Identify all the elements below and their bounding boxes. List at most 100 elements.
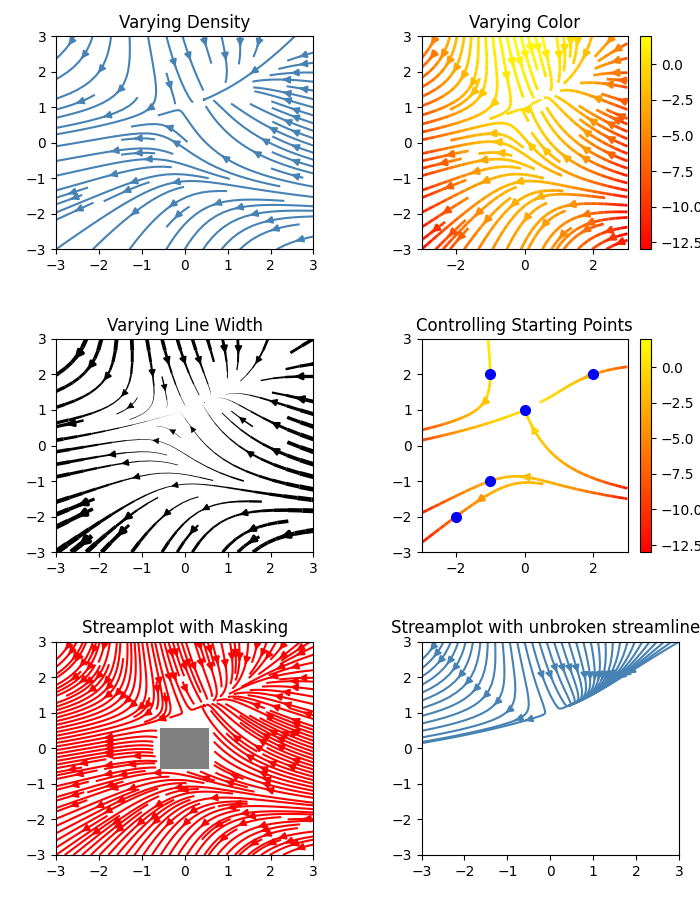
FancyArrowPatch shape xyxy=(509,58,514,67)
FancyArrowPatch shape xyxy=(524,213,531,221)
FancyArrowPatch shape xyxy=(432,225,440,232)
FancyArrowPatch shape xyxy=(185,659,190,666)
FancyArrowPatch shape xyxy=(80,660,87,666)
FancyArrowPatch shape xyxy=(257,39,262,46)
FancyArrowPatch shape xyxy=(207,662,213,670)
FancyArrowPatch shape xyxy=(198,660,203,666)
FancyArrowPatch shape xyxy=(542,147,550,155)
FancyArrowPatch shape xyxy=(66,642,72,649)
FancyArrowPatch shape xyxy=(190,526,197,534)
FancyArrowPatch shape xyxy=(272,448,279,454)
FancyArrowPatch shape xyxy=(171,673,176,680)
FancyArrowPatch shape xyxy=(582,130,591,136)
FancyArrowPatch shape xyxy=(262,826,269,832)
FancyArrowPatch shape xyxy=(115,822,122,827)
FancyArrowPatch shape xyxy=(256,745,262,751)
FancyArrowPatch shape xyxy=(461,71,468,79)
FancyArrowPatch shape xyxy=(220,834,228,841)
FancyArrowPatch shape xyxy=(629,667,636,673)
FancyArrowPatch shape xyxy=(491,99,498,106)
FancyArrowPatch shape xyxy=(105,691,112,698)
FancyArrowPatch shape xyxy=(280,642,286,649)
FancyArrowPatch shape xyxy=(221,346,227,354)
FancyArrowPatch shape xyxy=(109,451,116,457)
FancyArrowPatch shape xyxy=(169,429,176,435)
FancyArrowPatch shape xyxy=(531,426,538,434)
FancyArrowPatch shape xyxy=(241,510,248,515)
FancyArrowPatch shape xyxy=(280,652,287,658)
FancyArrowPatch shape xyxy=(254,151,261,158)
FancyArrowPatch shape xyxy=(473,685,480,691)
FancyArrowPatch shape xyxy=(260,767,267,772)
FancyArrowPatch shape xyxy=(167,819,173,825)
FancyArrowPatch shape xyxy=(170,58,176,67)
FancyArrowPatch shape xyxy=(285,120,292,125)
FancyArrowPatch shape xyxy=(269,839,276,844)
FancyArrowPatch shape xyxy=(293,719,300,724)
FancyArrowPatch shape xyxy=(260,740,266,745)
FancyArrowPatch shape xyxy=(479,157,487,162)
FancyArrowPatch shape xyxy=(234,801,241,806)
FancyArrowPatch shape xyxy=(284,689,290,696)
FancyArrowPatch shape xyxy=(292,663,299,669)
FancyArrowPatch shape xyxy=(291,679,298,684)
FancyArrowPatch shape xyxy=(288,765,295,770)
FancyArrowPatch shape xyxy=(535,44,540,52)
FancyArrowPatch shape xyxy=(624,670,631,676)
FancyArrowPatch shape xyxy=(76,653,83,660)
FancyArrowPatch shape xyxy=(82,51,88,59)
FancyArrowPatch shape xyxy=(264,778,270,783)
FancyArrowPatch shape xyxy=(196,356,201,365)
FancyArrowPatch shape xyxy=(246,451,253,457)
FancyArrowPatch shape xyxy=(236,204,243,210)
FancyArrowPatch shape xyxy=(521,106,529,112)
FancyArrowPatch shape xyxy=(575,38,580,46)
FancyArrowPatch shape xyxy=(458,670,465,678)
FancyArrowPatch shape xyxy=(251,840,258,845)
FancyArrowPatch shape xyxy=(163,697,169,703)
FancyArrowPatch shape xyxy=(244,656,250,663)
FancyArrowPatch shape xyxy=(89,686,96,691)
FancyArrowPatch shape xyxy=(151,813,158,819)
FancyArrowPatch shape xyxy=(270,128,277,133)
FancyArrowPatch shape xyxy=(484,216,491,224)
FancyArrowPatch shape xyxy=(156,678,162,684)
FancyArrowPatch shape xyxy=(263,782,270,788)
FancyArrowPatch shape xyxy=(284,77,290,83)
FancyArrowPatch shape xyxy=(311,426,320,431)
FancyArrowPatch shape xyxy=(76,349,83,357)
Bar xyxy=(160,728,209,769)
FancyArrowPatch shape xyxy=(496,150,504,156)
FancyArrowPatch shape xyxy=(279,833,286,839)
FancyArrowPatch shape xyxy=(229,653,234,660)
FancyArrowPatch shape xyxy=(79,500,88,505)
FancyArrowPatch shape xyxy=(248,526,256,531)
FancyArrowPatch shape xyxy=(116,688,122,696)
FancyArrowPatch shape xyxy=(483,691,490,698)
FancyArrowPatch shape xyxy=(593,672,598,680)
FancyArrowPatch shape xyxy=(582,146,590,153)
FancyArrowPatch shape xyxy=(442,207,451,214)
FancyArrowPatch shape xyxy=(289,732,296,737)
FancyArrowPatch shape xyxy=(547,671,552,679)
FancyArrowPatch shape xyxy=(172,482,178,488)
FancyArrowPatch shape xyxy=(471,168,480,174)
FancyArrowPatch shape xyxy=(138,819,144,825)
FancyArrowPatch shape xyxy=(604,227,613,232)
FancyArrowPatch shape xyxy=(104,112,111,117)
FancyArrowPatch shape xyxy=(223,156,230,162)
FancyArrowPatch shape xyxy=(139,703,145,709)
FancyArrowPatch shape xyxy=(202,820,209,826)
FancyArrowPatch shape xyxy=(598,671,603,680)
FancyArrowPatch shape xyxy=(251,211,258,216)
Title: Varying Line Width: Varying Line Width xyxy=(106,317,262,335)
FancyArrowPatch shape xyxy=(167,126,173,130)
FancyArrowPatch shape xyxy=(227,781,234,786)
FancyArrowPatch shape xyxy=(73,652,79,659)
FancyArrowPatch shape xyxy=(197,642,202,649)
FancyArrowPatch shape xyxy=(271,673,278,679)
FancyArrowPatch shape xyxy=(507,706,513,712)
FancyArrowPatch shape xyxy=(300,52,307,57)
FancyArrowPatch shape xyxy=(181,787,188,792)
FancyArrowPatch shape xyxy=(616,238,624,245)
